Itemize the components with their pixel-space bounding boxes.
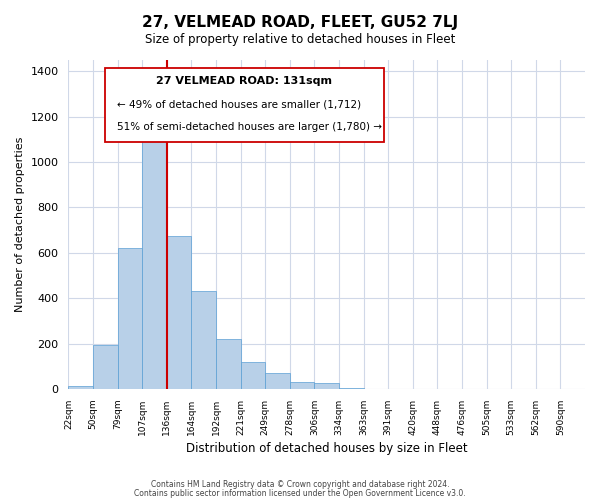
Bar: [290, 382, 314, 389]
Bar: [191, 292, 216, 389]
Text: Contains HM Land Registry data © Crown copyright and database right 2024.: Contains HM Land Registry data © Crown c…: [151, 480, 449, 489]
Text: 27, VELMEAD ROAD, FLEET, GU52 7LJ: 27, VELMEAD ROAD, FLEET, GU52 7LJ: [142, 15, 458, 30]
Bar: [241, 362, 265, 389]
Text: ← 49% of detached houses are smaller (1,712): ← 49% of detached houses are smaller (1,…: [118, 100, 362, 110]
Bar: [167, 236, 191, 389]
Text: 51% of semi-detached houses are larger (1,780) →: 51% of semi-detached houses are larger (…: [118, 122, 382, 132]
Bar: [142, 138, 167, 389]
Bar: [216, 339, 241, 389]
Text: Contains public sector information licensed under the Open Government Licence v3: Contains public sector information licen…: [134, 490, 466, 498]
Bar: [265, 373, 290, 389]
Bar: [118, 248, 142, 389]
Bar: [314, 384, 339, 389]
Bar: [68, 386, 93, 389]
X-axis label: Distribution of detached houses by size in Fleet: Distribution of detached houses by size …: [186, 442, 467, 455]
Bar: [93, 344, 118, 389]
FancyBboxPatch shape: [104, 68, 383, 142]
Text: Size of property relative to detached houses in Fleet: Size of property relative to detached ho…: [145, 32, 455, 46]
Bar: [339, 388, 364, 389]
Text: 27 VELMEAD ROAD: 131sqm: 27 VELMEAD ROAD: 131sqm: [156, 76, 332, 86]
Y-axis label: Number of detached properties: Number of detached properties: [15, 137, 25, 312]
